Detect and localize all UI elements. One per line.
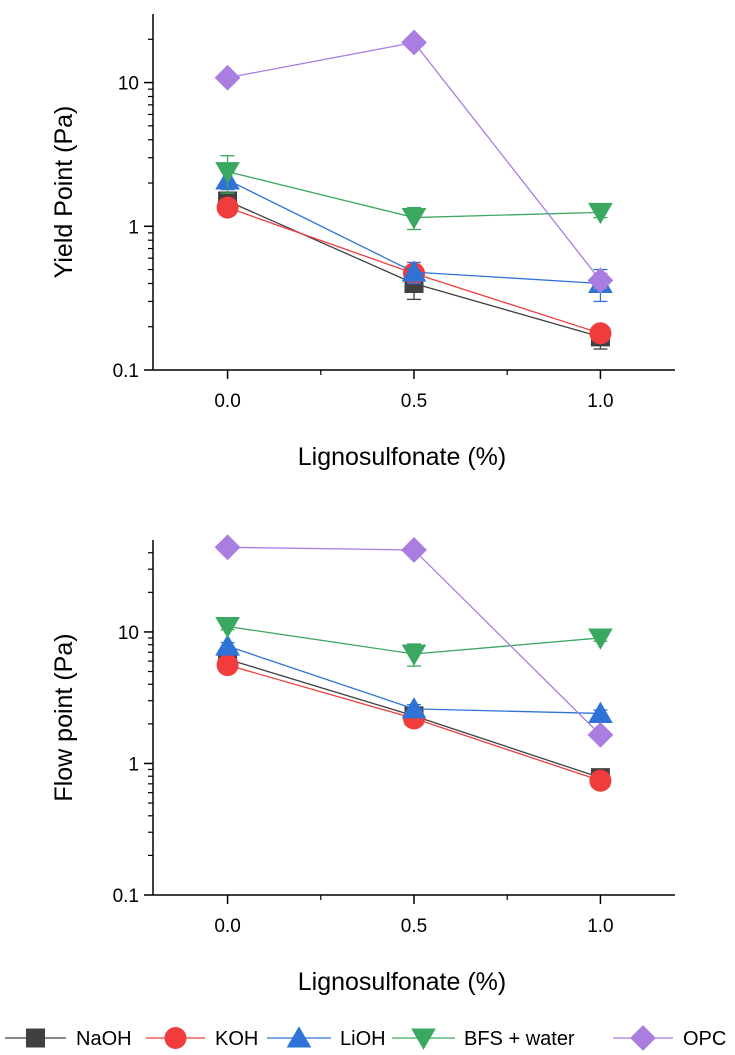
data-point [589, 322, 612, 345]
legend-marker [286, 1026, 312, 1048]
series-line [227, 41, 601, 281]
series-bfs-water [215, 616, 613, 667]
y-tick-label: 10 [118, 623, 139, 644]
series-koh [216, 654, 612, 792]
yield-point-chart: 0.0 0.5 1.0 0.1 1 10 Lignosulfonate (%) Yield P… [50, 14, 675, 471]
series-lioh [215, 168, 613, 303]
data-point [214, 534, 241, 561]
data-point [401, 29, 427, 56]
legend-item-bfs-water: BFS + water [392, 1028, 575, 1050]
data-point [401, 260, 427, 282]
legend-label: NaOH [76, 1028, 132, 1050]
legend-marker [26, 1028, 45, 1048]
x-tick-label: 0.5 [401, 391, 427, 412]
legend-marker [164, 1026, 187, 1050]
x-tick-label: 1.0 [587, 916, 613, 937]
data-point [216, 654, 239, 677]
data-point [588, 701, 613, 723]
legend-label: OPC [683, 1028, 726, 1050]
x-tick-label: 0.5 [401, 916, 427, 937]
flow-point-chart: 0.0 0.5 1.0 0.1 1 10 Lignosulfonate (%) Flow po… [50, 534, 675, 996]
series-bfs-water [215, 155, 613, 231]
data-point [215, 162, 240, 184]
legend-marker [630, 1025, 656, 1051]
legend-label: KOH [215, 1028, 258, 1050]
x-axis-label: Lignosulfonate (%) [298, 968, 506, 996]
data-point [401, 537, 427, 563]
y-tick-label: 1 [128, 217, 139, 238]
x-axis-label: Lignosulfonate (%) [298, 443, 506, 471]
data-point [215, 634, 240, 656]
legend-item-lioh: LiOH [267, 1026, 386, 1050]
data-point [589, 769, 612, 792]
legend-item-naoh: NaOH [5, 1028, 132, 1050]
legend: NaOH KOH LiOH BFS + water OPC [5, 1025, 726, 1051]
series-opc [214, 534, 614, 748]
data-point [588, 202, 613, 225]
series-opc [214, 29, 614, 294]
y-tick-label: 0.1 [113, 886, 139, 907]
data-point [215, 616, 240, 639]
data-point [587, 721, 614, 748]
data-point [216, 196, 239, 219]
series-lioh [215, 634, 613, 723]
x-tick-label: 0.0 [214, 916, 240, 937]
y-axis-label: Yield Point (Pa) [50, 106, 78, 279]
legend-item-koh: KOH [146, 1026, 258, 1050]
data-point [588, 628, 613, 650]
legend-label: BFS + water [464, 1028, 575, 1050]
data-point [401, 208, 427, 230]
y-tick-label: 10 [118, 74, 139, 95]
x-tick-label: 1.0 [587, 391, 613, 412]
data-point [587, 267, 614, 294]
y-tick-label: 0.1 [113, 361, 139, 382]
legend-marker [411, 1028, 436, 1050]
data-point [401, 697, 427, 719]
legend-item-opc: OPC [613, 1025, 726, 1051]
data-point [214, 64, 241, 91]
x-tick-label: 0.0 [214, 391, 240, 412]
y-tick-label: 1 [128, 754, 139, 775]
data-point [401, 644, 427, 666]
legend-label: LiOH [340, 1028, 386, 1050]
y-axis-label: Flow point (Pa) [50, 633, 78, 801]
